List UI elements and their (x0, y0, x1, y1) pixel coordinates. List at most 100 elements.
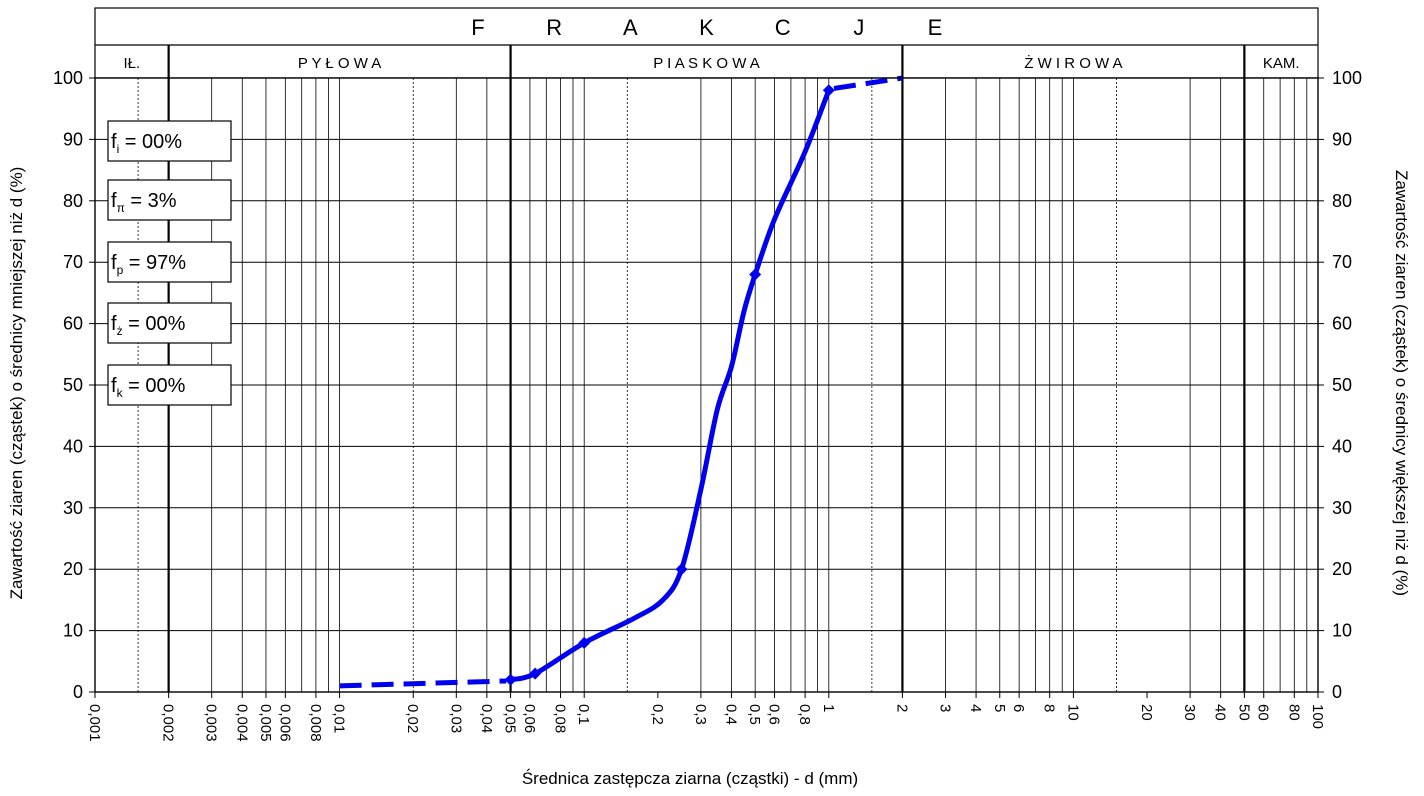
data-point-marker (675, 563, 688, 576)
x-tick-label: 0,001 (86, 704, 103, 742)
header-title-letter: J (853, 15, 864, 40)
data-point-marker (529, 667, 542, 680)
x-tick-label: 0,02 (404, 704, 421, 733)
y-axis-right-title: Zawartość ziaren (cząstek) o średnicy wi… (1392, 170, 1411, 596)
grading-curve-dashed-extension (339, 678, 507, 689)
x-tick-label: 20 (1138, 704, 1155, 721)
y-tick-label-left: 0 (73, 682, 83, 702)
fraction-label: IŁ. (123, 55, 140, 72)
header-title-letter: F (471, 15, 484, 40)
grading-curve-dashed-extension (833, 75, 903, 91)
info-box-text: fk = 00% (111, 375, 186, 400)
info-box-frame (107, 302, 232, 344)
data-point-marker (749, 268, 762, 281)
y-tick-label-left: 50 (63, 375, 83, 395)
x-tick-label: 0,05 (502, 704, 519, 733)
header-title-letter: E (928, 15, 943, 40)
x-tick-label: 0,8 (796, 704, 813, 725)
x-tick-label: 0,5 (746, 704, 763, 725)
x-axis-title: Średnica zastępcza ziarna (cząstki) - d … (522, 769, 858, 788)
y-tick-label-right: 70 (1332, 252, 1352, 272)
y-tick-label-right: 80 (1332, 191, 1352, 211)
x-tick-label: 3 (937, 704, 954, 712)
y-tick-label-right: 50 (1332, 375, 1352, 395)
data-point-marker (578, 636, 591, 649)
data-point-marker (822, 84, 835, 97)
x-tick-label: 0,008 (307, 704, 324, 742)
x-tick-label: 60 (1255, 704, 1272, 721)
data-point-marker (504, 673, 517, 686)
fraction-info-box: fż = 00% (107, 302, 232, 344)
y-tick-label-left: 40 (63, 436, 83, 456)
y-tick-label-left: 70 (63, 252, 83, 272)
y-tick-label-right: 40 (1332, 436, 1352, 456)
x-tick-label: 0,003 (203, 704, 220, 742)
x-tick-label: 5 (991, 704, 1008, 712)
y-tick-label-right: 90 (1332, 129, 1352, 149)
x-tick-label: 6 (1010, 704, 1027, 712)
header-title-letter: K (699, 15, 714, 40)
x-tick-label: 0,01 (331, 704, 348, 733)
fraction-label: Ż W I R O W A (1024, 54, 1122, 72)
x-tick-label: 1 (820, 704, 837, 712)
y-tick-label-right: 0 (1332, 682, 1342, 702)
x-tick-label: 4 (967, 704, 984, 712)
y-tick-label-right: 20 (1332, 559, 1352, 579)
y-tick-label-left: 60 (63, 314, 83, 334)
x-tick-label: 0,4 (722, 704, 739, 725)
fraction-info-box: fp = 97% (107, 241, 232, 283)
x-tick-label: 0,6 (766, 704, 783, 725)
info-box-frame (107, 179, 232, 221)
y-tick-label-left: 90 (63, 129, 83, 149)
grading-curve (339, 75, 903, 689)
y-tick-label-right: 30 (1332, 498, 1352, 518)
x-tick-label: 0,08 (551, 704, 568, 733)
x-tick-label: 100 (1309, 704, 1326, 729)
y-tick-label-left: 100 (53, 68, 83, 88)
y-tick-label-left: 80 (63, 191, 83, 211)
fraction-label: KAM. (1263, 55, 1300, 72)
info-box-frame (107, 120, 232, 162)
x-tick-label: 80 (1285, 704, 1302, 721)
y-tick-label-left: 10 (63, 621, 83, 641)
x-tick-label: 40 (1212, 704, 1229, 721)
y-tick-label-left: 20 (63, 559, 83, 579)
x-tick-label: 0,004 (233, 704, 250, 742)
x-tick-label: 30 (1181, 704, 1198, 721)
info-box-text: fπ = 3% (111, 190, 177, 215)
x-tick-label: 8 (1041, 704, 1058, 712)
fraction-info-box: fk = 00% (107, 364, 232, 406)
x-tick-label: 10 (1064, 704, 1081, 721)
x-tick-label: 0,002 (160, 704, 177, 742)
fraction-info-box: fi = 00% (107, 120, 232, 162)
y-axis-left-title: Zawartość ziaren (cząstek) o średnicy mn… (7, 167, 26, 600)
fraction-info-box: fπ = 3% (107, 179, 232, 221)
info-box-text: fi = 00% (111, 131, 182, 156)
x-tick-label: 2 (893, 704, 910, 712)
header-title-letter: A (623, 15, 638, 40)
y-tick-label-left: 30 (63, 498, 83, 518)
y-tick-label-right: 60 (1332, 314, 1352, 334)
info-box-frame (107, 364, 232, 406)
y-tick-label-right: 10 (1332, 621, 1352, 641)
x-tick-label: 0,005 (257, 704, 274, 742)
fraction-info-boxes: fi = 00% fπ = 3% fp = 97% fż = 00% fk = 00% (107, 120, 232, 406)
info-box-frame (107, 241, 232, 283)
x-tick-label: 0,1 (575, 704, 592, 725)
header-title-letter: C (775, 15, 791, 40)
x-tick-label: 0,04 (478, 704, 495, 733)
fraction-header: F R A K C J E IŁ. P Y Ł O W A P I A S K O W A Ż W … (94, 7, 1319, 79)
info-box-text: fp = 97% (111, 252, 186, 277)
header-title-letter: R (546, 15, 562, 40)
x-tick-label: 50 (1235, 704, 1252, 721)
grading-curve-line (508, 87, 832, 683)
fraction-label: P I A S K O W A (653, 55, 759, 72)
chart-grid (95, 45, 1318, 693)
fraction-label: P Y Ł O W A (298, 55, 381, 72)
x-tick-label: 0,2 (649, 704, 666, 725)
x-tick-label: 0,3 (692, 704, 709, 725)
x-tick-label: 0,06 (521, 704, 538, 733)
x-tick-label: 0,03 (447, 704, 464, 733)
